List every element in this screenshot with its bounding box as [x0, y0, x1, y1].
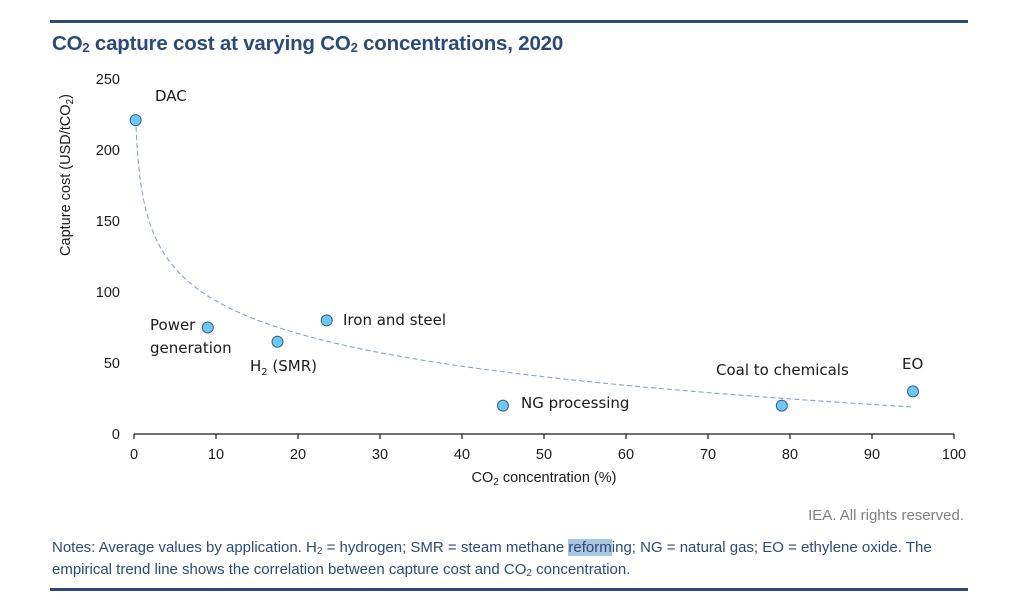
bottom-rule	[50, 588, 968, 591]
y-axis-title: Capture cost (USD/tCO2)	[58, 94, 76, 256]
label-dac: DAC	[155, 87, 187, 105]
label-eo: EO	[902, 355, 923, 373]
point-eo	[907, 385, 919, 398]
x-tick-label: 70	[700, 447, 716, 463]
label-power-generation-line1: Power	[150, 316, 196, 334]
x-tick-label: 40	[454, 447, 470, 463]
point-dac	[129, 114, 142, 127]
data-points	[129, 114, 919, 412]
x-tick-label: 100	[942, 447, 966, 463]
x-tick-label: 30	[372, 447, 388, 463]
chart-title: CO2 capture cost at varying CO2 concentr…	[52, 32, 564, 55]
label-h2-smr: H2 (SMR)	[250, 357, 317, 378]
selected-text[interactable]: reform	[568, 539, 612, 556]
y-tick-label: 50	[104, 356, 120, 372]
point-iron-and-steel	[320, 314, 333, 327]
chart-notes[interactable]: Notes: Average values by application. H2…	[52, 539, 932, 579]
y-axis: 0 50 100 150 200 250	[96, 72, 120, 443]
x-tick-label: 10	[208, 447, 224, 463]
label-iron-and-steel: Iron and steel	[343, 311, 446, 329]
x-axis: 0 10 20 30 40 50 60 70 80 90 100	[130, 433, 966, 463]
y-tick-label: 0	[112, 427, 120, 443]
x-tick-label: 20	[290, 447, 306, 463]
point-ng-processing	[497, 399, 509, 412]
x-axis-title: CO2 concentration (%)	[472, 470, 617, 488]
top-rule	[50, 20, 968, 23]
label-coal-to-chemicals: Coal to chemicals	[716, 361, 849, 379]
point-h2-smr	[271, 335, 284, 348]
x-tick-label: 90	[864, 447, 880, 463]
x-tick-label: 80	[782, 447, 798, 463]
y-tick-label: 200	[96, 143, 120, 159]
copyright-notice: IEA. All rights reserved.	[808, 507, 964, 524]
label-ng-processing: NG processing	[521, 394, 629, 412]
trend-line	[135, 126, 914, 408]
point-coal-to-chemicals	[775, 399, 788, 412]
label-power-generation-line2: generation	[150, 339, 232, 357]
y-tick-label: 150	[96, 214, 120, 230]
x-tick-label: 60	[618, 447, 634, 463]
point-power-generation	[201, 321, 214, 334]
y-tick-label: 100	[96, 285, 120, 301]
x-tick-label: 0	[130, 447, 138, 463]
y-tick-label: 250	[96, 72, 120, 88]
x-tick-label: 50	[536, 447, 552, 463]
